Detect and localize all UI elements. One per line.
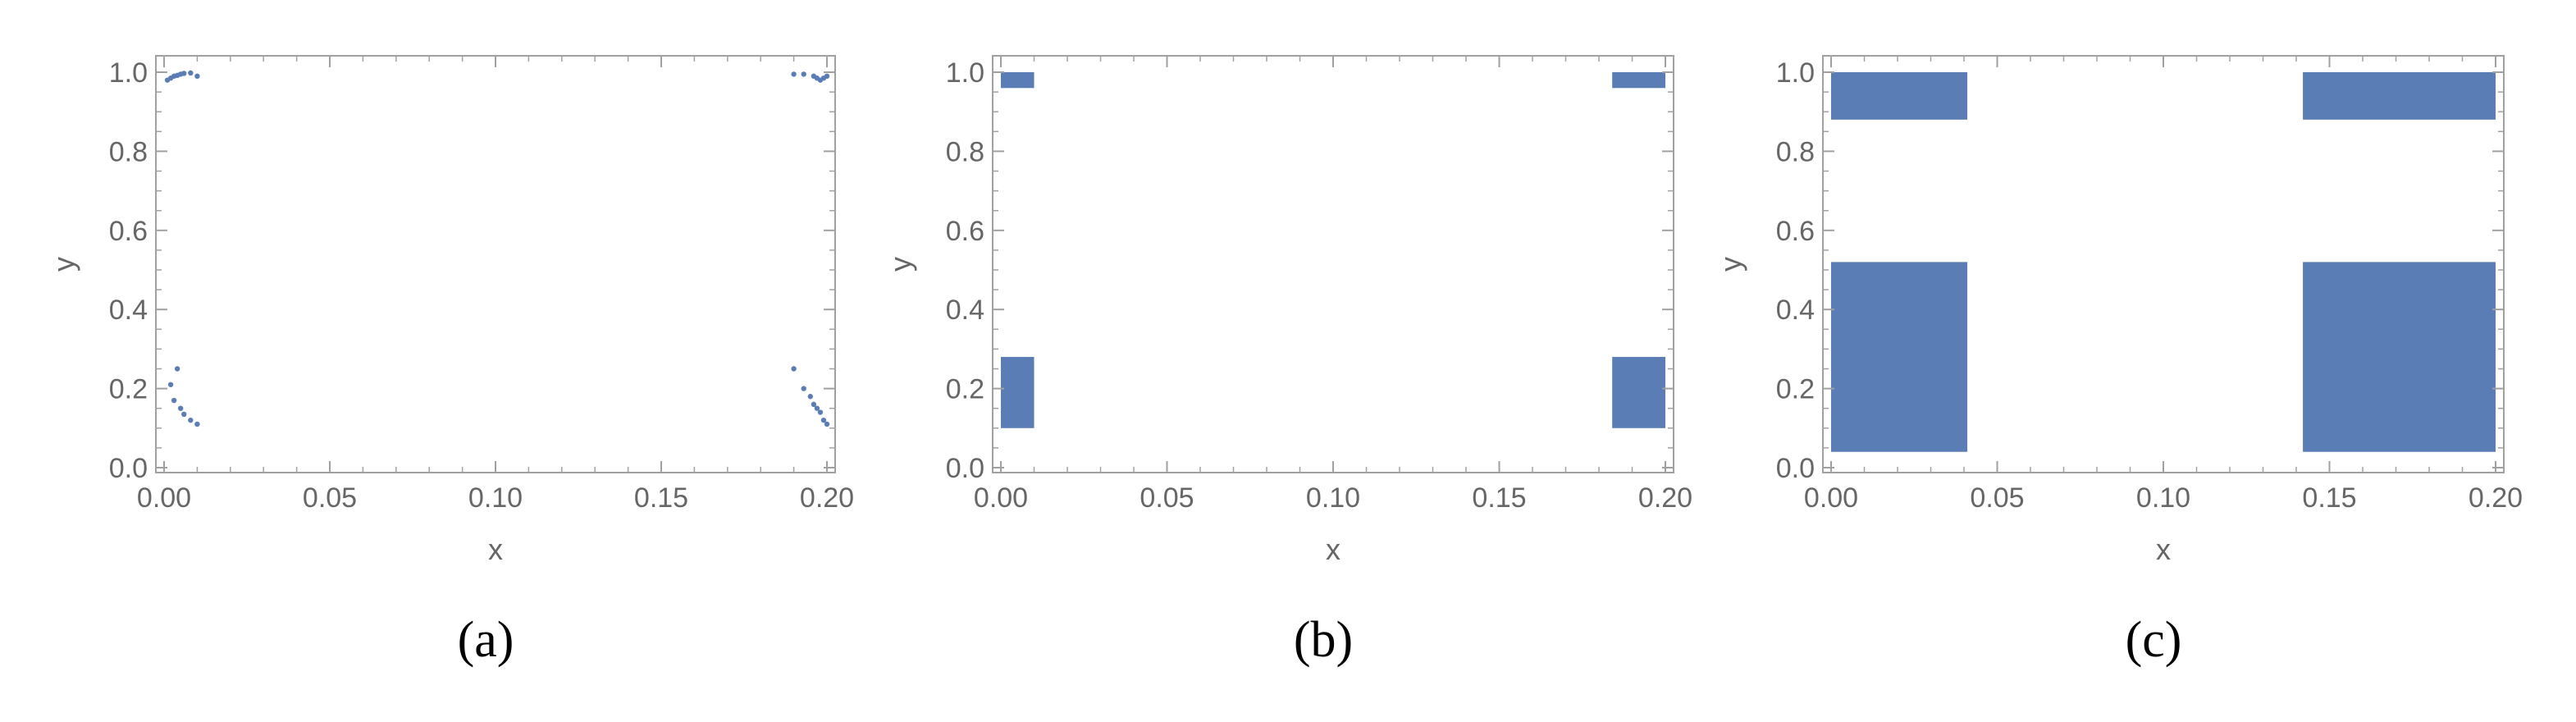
panel-label: (c) [2126, 612, 2182, 668]
filled-region [1001, 72, 1035, 89]
data-point [167, 382, 174, 387]
y-tick-label: 0.8 [1776, 136, 1815, 167]
y-tick-label: 0.4 [1776, 295, 1815, 326]
y-tick-label: 0.2 [946, 374, 984, 405]
chart-panel: 0.00 0.05 0.10 0.15 0.20 0.0 0.2 0.4 0.6 0.8 1.0 x y… [884, 55, 1692, 668]
y-tick-label: 0.0 [109, 453, 148, 484]
data-point [814, 405, 820, 411]
data-point [807, 394, 813, 400]
x-tick-label: 0.20 [2469, 482, 2523, 514]
x-tick-label: 0.20 [800, 482, 854, 514]
y-tick-label: 0.6 [109, 216, 148, 247]
y-axis-label: y [1714, 257, 1747, 272]
y-tick-label: 0.0 [1776, 453, 1815, 484]
x-axis-label: x [2156, 532, 2171, 566]
panel-label: (a) [458, 612, 514, 668]
y-tick-label: 0.4 [946, 295, 984, 326]
filled-region [1001, 357, 1035, 428]
x-tick-label: 0.00 [1804, 482, 1858, 514]
data-point [820, 417, 827, 423]
y-tick-label: 0.4 [109, 295, 148, 326]
x-tick-label: 0.15 [634, 482, 688, 514]
filled-region [1612, 72, 1665, 89]
y-tick-label: 1.0 [109, 57, 148, 89]
filled-region [2303, 72, 2496, 120]
x-axis-label: x [488, 532, 503, 566]
y-tick-label: 0.0 [946, 453, 984, 484]
filled-region [1831, 262, 1968, 452]
data-point [188, 70, 194, 76]
y-axis-label: y [884, 257, 917, 272]
x-tick-label: 0.05 [1140, 482, 1194, 514]
x-tick-label: 0.00 [974, 482, 1028, 514]
y-tick-label: 0.8 [946, 136, 984, 167]
plot-frame [992, 55, 1674, 473]
data-point [194, 73, 200, 80]
data-point [174, 366, 180, 372]
y-tick-label: 0.2 [1776, 374, 1815, 405]
y-tick-label: 0.6 [1776, 216, 1815, 247]
x-tick-label: 0.00 [137, 482, 191, 514]
x-tick-label: 0.05 [1970, 482, 2024, 514]
data-point [811, 401, 817, 408]
data-point [824, 73, 830, 80]
panel-label: (b) [1294, 612, 1353, 668]
x-tick-label: 0.05 [303, 482, 357, 514]
plot-frame [155, 55, 836, 473]
filled-region [2303, 262, 2496, 452]
x-axis-label: x [1326, 532, 1341, 566]
data-point [801, 71, 806, 77]
x-tick-label: 0.15 [1472, 482, 1526, 514]
x-tick-label: 0.10 [2136, 482, 2190, 514]
data-point [171, 397, 177, 404]
data-point [178, 405, 184, 411]
x-tick-label: 0.10 [1306, 482, 1360, 514]
data-point [188, 417, 194, 423]
data-point [181, 411, 187, 418]
y-tick-label: 0.8 [109, 136, 148, 167]
y-tick-label: 0.6 [946, 216, 984, 247]
data-point [791, 366, 797, 372]
data-point [824, 421, 830, 427]
filled-region [1612, 357, 1665, 428]
data-point [801, 386, 806, 391]
y-tick-label: 1.0 [1776, 57, 1815, 89]
data-point [194, 421, 200, 427]
y-tick-label: 0.2 [109, 374, 148, 405]
filled-region [1831, 72, 1968, 120]
data-point [181, 71, 187, 76]
chart-panel: 0.00 0.05 0.10 0.15 0.20 0.0 0.2 0.4 0.6 0.8 1.0 x y… [1714, 55, 2523, 668]
y-axis-label: y [47, 257, 80, 272]
data-point [817, 409, 824, 415]
x-tick-label: 0.15 [2302, 482, 2356, 514]
y-tick-label: 1.0 [946, 57, 984, 89]
data-point [791, 71, 797, 77]
x-tick-label: 0.20 [1638, 482, 1692, 514]
x-tick-label: 0.10 [468, 482, 523, 514]
chart-panel: 0.00 0.05 0.10 0.15 0.20 0.0 0.2 0.4 0.6 0.8 1.0 x y… [47, 55, 854, 668]
